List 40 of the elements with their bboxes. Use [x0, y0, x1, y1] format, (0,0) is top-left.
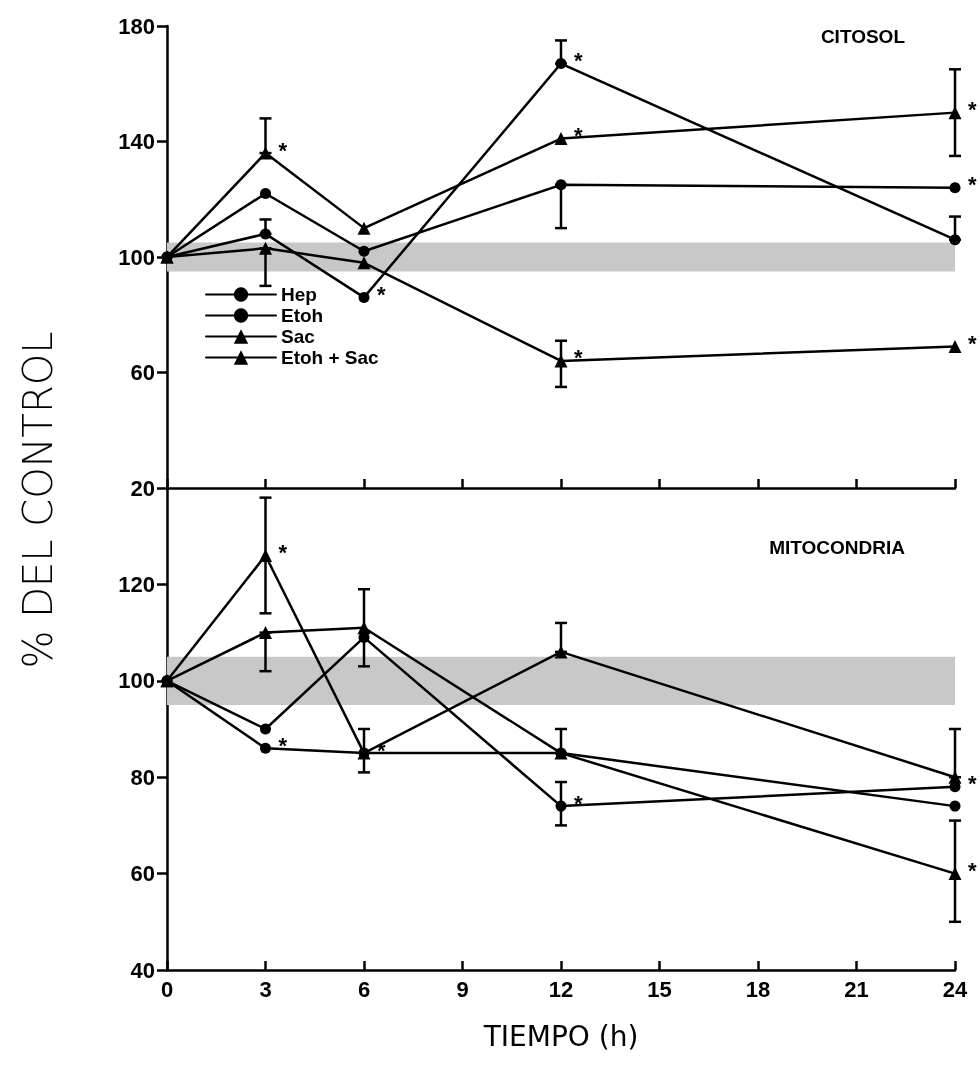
annotation: *: [968, 771, 977, 797]
annotation: *: [968, 331, 977, 357]
annotation: *: [968, 172, 977, 198]
x-tick-label: 21: [844, 976, 869, 1002]
y-tick-label: 80: [130, 764, 155, 790]
x-tick-label: 3: [259, 976, 272, 1002]
y-tick-label: 100: [118, 244, 155, 270]
y-tick-label: 20: [130, 475, 155, 501]
annotation: *: [968, 97, 977, 123]
y-tick-label: 40: [130, 957, 155, 983]
x-tick-label: 15: [647, 976, 672, 1002]
y-axis-title: % DEL CONTROL: [15, 331, 61, 669]
x-axis-title: TIEMPO (h): [482, 1019, 639, 1053]
legend-label: Etoh + Sac: [281, 347, 380, 368]
annotation: *: [278, 539, 288, 565]
x-tick-label: 18: [745, 976, 771, 1002]
legend-label: Hep: [281, 284, 317, 305]
y-tick-label: 60: [130, 360, 155, 385]
x-tick-label: 24: [942, 976, 968, 1002]
x-tick-label: 0: [160, 976, 174, 1002]
y-tick-label: 140: [118, 129, 155, 154]
chart-title: CITOSOL: [820, 26, 906, 47]
annotation: *: [574, 123, 583, 149]
legend-label: Etoh: [281, 305, 324, 326]
annotation: *: [574, 790, 583, 816]
y-tick-label: 60: [130, 861, 155, 887]
text: MITOCONDRIA: [769, 537, 906, 558]
x-tick-label: 6: [357, 976, 371, 1002]
x-tick-label: 9: [456, 976, 469, 1002]
y-tick-label: 180: [118, 13, 155, 39]
annotation: *: [574, 48, 583, 74]
x-tick-label: 12: [548, 976, 574, 1002]
annotation: *: [968, 858, 977, 884]
annotation: *: [278, 732, 288, 758]
y-tick-label: 120: [118, 571, 155, 597]
legend-label: Sac: [281, 326, 316, 347]
annotation: *: [278, 137, 288, 163]
y-tick-label: 100: [118, 668, 155, 694]
annotation: *: [574, 345, 583, 371]
annotation: *: [377, 281, 386, 307]
